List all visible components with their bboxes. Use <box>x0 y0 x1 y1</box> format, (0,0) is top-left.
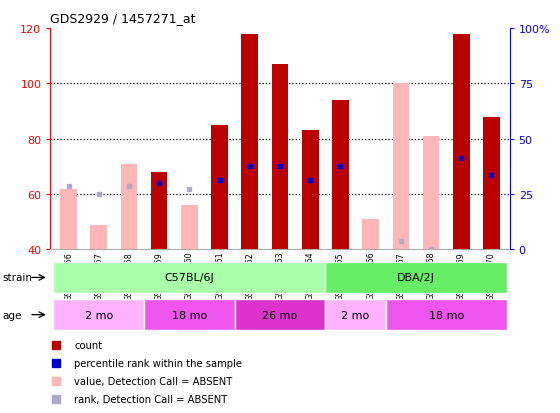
Bar <box>332 101 349 250</box>
Bar <box>386 299 507 330</box>
Text: DBA/2J: DBA/2J <box>397 273 435 283</box>
Text: 26 mo: 26 mo <box>263 310 297 320</box>
Bar <box>393 84 409 250</box>
Bar <box>60 189 77 250</box>
Bar <box>325 299 386 330</box>
Bar <box>483 117 500 250</box>
Text: value, Detection Call = ABSENT: value, Detection Call = ABSENT <box>74 376 232 387</box>
Bar <box>53 299 144 330</box>
Text: 18 mo: 18 mo <box>428 310 464 320</box>
Bar <box>302 131 319 250</box>
Text: C57BL/6J: C57BL/6J <box>165 273 214 283</box>
Bar <box>272 65 288 250</box>
Bar <box>90 225 107 250</box>
Bar <box>144 299 235 330</box>
Text: 18 mo: 18 mo <box>172 310 207 320</box>
Text: percentile rank within the sample: percentile rank within the sample <box>74 358 242 368</box>
Text: rank, Detection Call = ABSENT: rank, Detection Call = ABSENT <box>74 394 227 404</box>
Bar <box>453 34 470 250</box>
Bar <box>325 262 507 293</box>
Bar <box>120 164 137 250</box>
Bar <box>53 262 325 293</box>
Bar <box>235 299 325 330</box>
Bar <box>151 173 167 250</box>
Text: age: age <box>3 310 22 320</box>
Text: count: count <box>74 340 102 350</box>
Text: 2 mo: 2 mo <box>342 310 370 320</box>
Text: 2 mo: 2 mo <box>85 310 113 320</box>
Bar <box>211 126 228 250</box>
Bar <box>362 219 379 250</box>
Bar <box>423 137 440 250</box>
Text: GDS2929 / 1457271_at: GDS2929 / 1457271_at <box>50 12 196 25</box>
Bar <box>181 206 198 250</box>
Bar <box>241 34 258 250</box>
Text: strain: strain <box>3 273 33 283</box>
